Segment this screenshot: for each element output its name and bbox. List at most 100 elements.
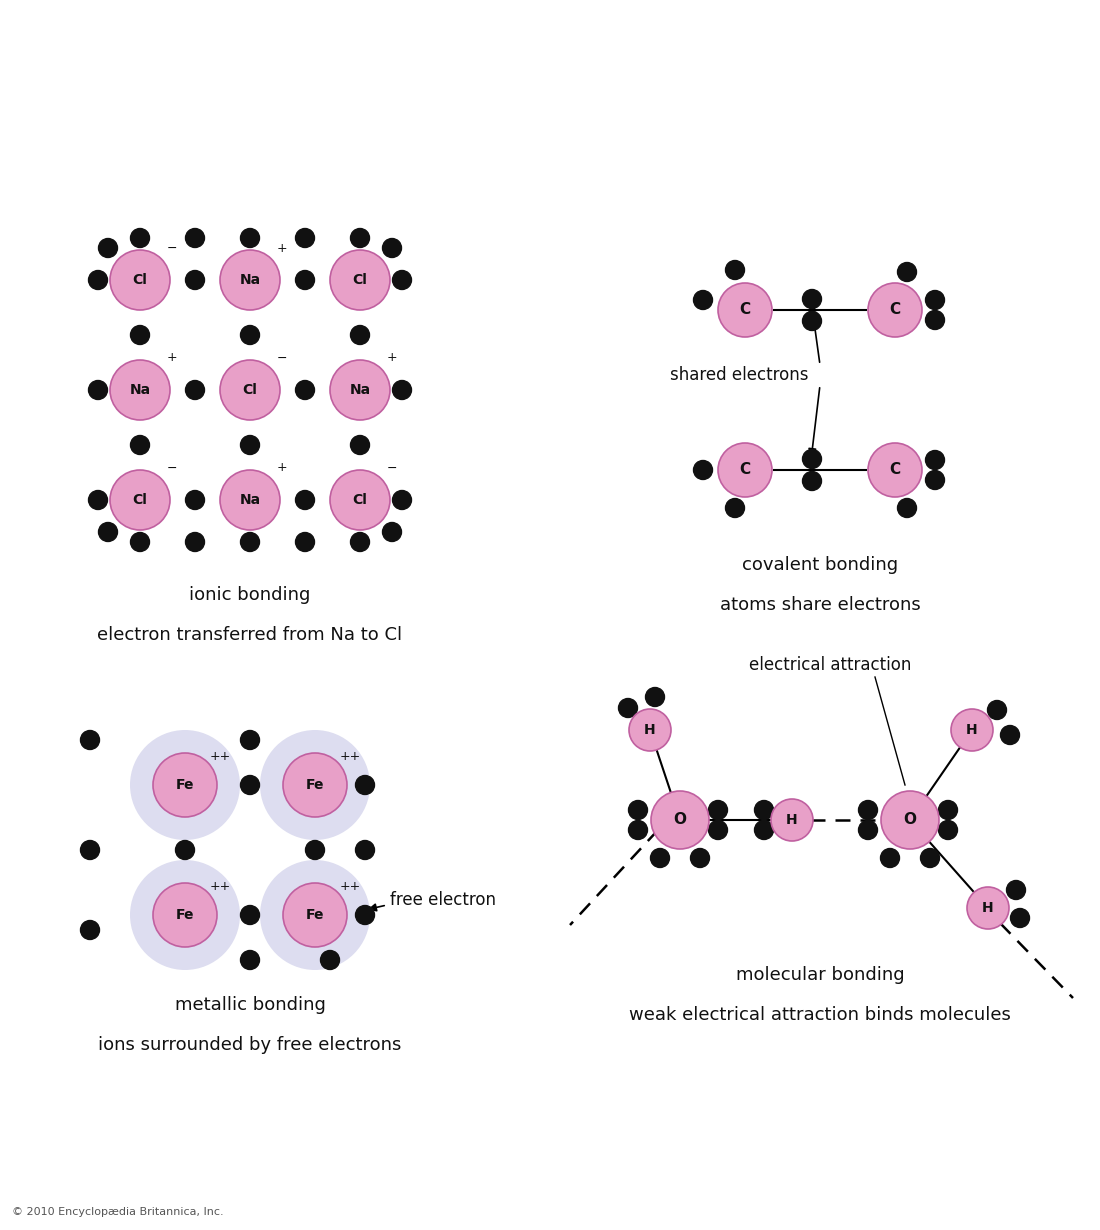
- Circle shape: [110, 470, 170, 530]
- Text: O: O: [673, 813, 686, 828]
- Circle shape: [771, 800, 813, 841]
- Circle shape: [283, 883, 346, 947]
- Circle shape: [241, 533, 260, 551]
- Circle shape: [283, 753, 346, 817]
- Circle shape: [351, 229, 370, 247]
- Circle shape: [131, 326, 150, 344]
- Text: C: C: [739, 303, 750, 317]
- Circle shape: [618, 699, 638, 717]
- Circle shape: [755, 801, 773, 819]
- Circle shape: [80, 840, 99, 860]
- Text: © 2010 Encyclopædia Britannica, Inc.: © 2010 Encyclopædia Britannica, Inc.: [12, 1207, 223, 1216]
- Circle shape: [629, 708, 671, 752]
- Circle shape: [355, 840, 374, 860]
- Text: ++: ++: [209, 881, 231, 893]
- Circle shape: [80, 920, 99, 940]
- Circle shape: [110, 360, 170, 419]
- Circle shape: [718, 443, 772, 497]
- Circle shape: [153, 753, 217, 817]
- Circle shape: [131, 435, 150, 455]
- Circle shape: [1001, 726, 1020, 744]
- Text: −: −: [277, 352, 287, 364]
- Circle shape: [803, 471, 822, 491]
- Circle shape: [330, 470, 390, 530]
- Circle shape: [186, 380, 205, 400]
- Circle shape: [130, 729, 240, 840]
- Text: H: H: [982, 902, 993, 915]
- Circle shape: [186, 491, 205, 509]
- Circle shape: [186, 229, 205, 247]
- Text: Cl: Cl: [353, 273, 367, 287]
- Circle shape: [351, 435, 370, 455]
- Circle shape: [220, 470, 280, 530]
- Circle shape: [988, 701, 1007, 720]
- Text: covalent bonding: covalent bonding: [741, 556, 898, 574]
- Circle shape: [880, 849, 900, 867]
- Circle shape: [330, 250, 390, 310]
- Circle shape: [803, 289, 822, 309]
- Circle shape: [80, 731, 99, 749]
- Circle shape: [355, 905, 374, 925]
- Circle shape: [383, 523, 402, 541]
- Circle shape: [393, 271, 411, 289]
- Circle shape: [925, 290, 945, 310]
- Text: ++: ++: [340, 750, 361, 764]
- Circle shape: [925, 471, 945, 490]
- Circle shape: [131, 533, 150, 551]
- Text: Cl: Cl: [243, 383, 257, 397]
- Circle shape: [755, 820, 773, 840]
- Circle shape: [691, 849, 710, 867]
- Circle shape: [131, 229, 150, 247]
- Circle shape: [306, 840, 324, 860]
- Circle shape: [393, 380, 411, 400]
- Circle shape: [938, 820, 957, 840]
- Circle shape: [296, 380, 315, 400]
- Circle shape: [220, 250, 280, 310]
- Text: C: C: [890, 462, 901, 477]
- Text: H: H: [966, 723, 978, 737]
- Text: ionic bonding: ionic bonding: [189, 585, 310, 604]
- Text: atoms share electrons: atoms share electrons: [719, 597, 921, 614]
- Circle shape: [650, 849, 670, 867]
- Text: H: H: [645, 723, 656, 737]
- Text: Cl: Cl: [353, 493, 367, 507]
- Circle shape: [241, 905, 260, 925]
- Text: Fe: Fe: [306, 908, 324, 922]
- Circle shape: [241, 951, 260, 969]
- Circle shape: [858, 801, 878, 819]
- Circle shape: [651, 791, 710, 849]
- Text: Fe: Fe: [176, 779, 195, 792]
- Text: +: +: [167, 352, 177, 364]
- Text: weak electrical attraction binds molecules: weak electrical attraction binds molecul…: [629, 1006, 1011, 1025]
- Circle shape: [393, 491, 411, 509]
- Circle shape: [952, 708, 993, 752]
- Circle shape: [967, 887, 1009, 929]
- Circle shape: [88, 380, 108, 400]
- Circle shape: [383, 239, 402, 257]
- Circle shape: [803, 311, 822, 331]
- Text: C: C: [890, 303, 901, 317]
- Circle shape: [881, 791, 939, 849]
- Circle shape: [718, 283, 772, 337]
- Text: −: −: [167, 461, 177, 475]
- Circle shape: [646, 688, 664, 706]
- Circle shape: [868, 443, 922, 497]
- Circle shape: [220, 360, 280, 419]
- Text: ions surrounded by free electrons: ions surrounded by free electrons: [98, 1036, 402, 1054]
- Text: Cl: Cl: [133, 493, 147, 507]
- Circle shape: [351, 326, 370, 344]
- Circle shape: [355, 775, 374, 795]
- Circle shape: [176, 840, 195, 860]
- Text: molecular bonding: molecular bonding: [736, 966, 904, 984]
- Circle shape: [351, 533, 370, 551]
- Text: shared electrons: shared electrons: [670, 367, 808, 384]
- Circle shape: [99, 239, 118, 257]
- Circle shape: [186, 533, 205, 551]
- Circle shape: [110, 250, 170, 310]
- Text: Cl: Cl: [133, 273, 147, 287]
- Text: +: +: [277, 241, 287, 255]
- Text: electron transferred from Na to Cl: electron transferred from Na to Cl: [98, 626, 403, 645]
- Circle shape: [628, 801, 648, 819]
- Circle shape: [99, 523, 118, 541]
- Circle shape: [925, 310, 945, 330]
